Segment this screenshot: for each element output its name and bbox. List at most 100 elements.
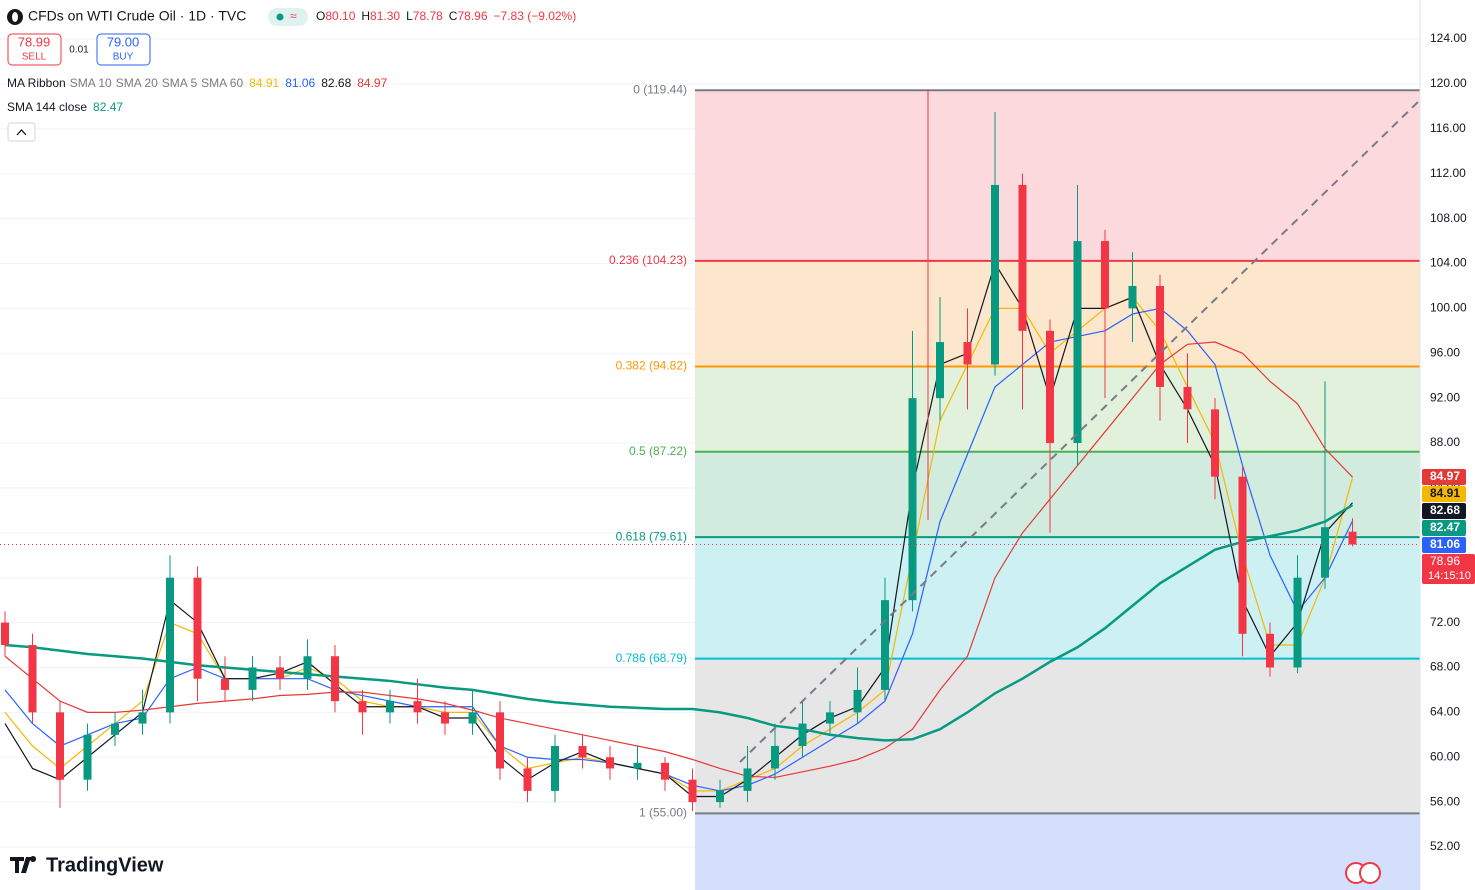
sell-button[interactable] [7, 33, 62, 66]
moving-average [4, 341, 1353, 779]
ohlc-key: L [406, 9, 413, 23]
flag-icon[interactable] [1359, 862, 1381, 884]
price-tags: 84.97 84.91 82.68 82.47 81.06 78.96 14:15:10 [1422, 469, 1475, 585]
ohlc-change: −7.83 (−9.02%) [494, 9, 577, 23]
candle-body [193, 577, 202, 679]
candle-body [413, 701, 422, 713]
candle-body [1073, 241, 1082, 444]
y-tick-label: 52.00 [1430, 839, 1460, 853]
candle-body [551, 746, 559, 791]
candle-body [1293, 577, 1302, 668]
candle-body [1018, 184, 1027, 331]
candle-body [1266, 633, 1274, 668]
fib-zone [695, 90, 1420, 261]
y-tick-label: 116.00 [1430, 121, 1466, 135]
candle-body [523, 768, 532, 791]
candle-body [963, 342, 972, 365]
status-pill [268, 8, 308, 26]
y-tick-label: 112.00 [1430, 166, 1466, 180]
fib-label: 0 (119.44) [633, 82, 687, 96]
y-tick-label: 104.00 [1430, 256, 1467, 270]
symbol-logo-mark [12, 12, 18, 22]
candle-body [468, 712, 477, 724]
candle-body [56, 712, 64, 780]
candle-body [1, 622, 9, 646]
fib-label: 0.382 (94.82) [616, 359, 687, 373]
candle-body [633, 762, 642, 769]
candle-body [166, 577, 174, 713]
y-tick-label: 120.00 [1430, 76, 1467, 90]
legend-name: SMA 20 [116, 76, 158, 90]
legend-value: 81.06 [285, 76, 315, 90]
candle-body [303, 656, 312, 679]
fib-label: 0.618 (79.61) [616, 529, 687, 543]
price-tag [1422, 520, 1466, 537]
collapse-button[interactable] [7, 122, 36, 142]
candle-body [1046, 330, 1054, 444]
legend-value: 84.97 [357, 76, 387, 90]
candle-body [441, 712, 449, 724]
legend-value: 82.68 [321, 76, 351, 90]
price-tag [1422, 503, 1466, 520]
candle-body [138, 712, 147, 724]
sma-legend: SMA 144 close 82.47 [7, 100, 123, 114]
price-tag-label: 84.97 [1430, 469, 1460, 483]
y-tick-label: 68.00 [1430, 660, 1460, 674]
candle-body [661, 762, 669, 780]
status-dot [276, 13, 284, 21]
legend-name: SMA 60 [201, 76, 243, 90]
ohlc-key: O [316, 9, 325, 23]
candle-body [853, 689, 862, 713]
buy-button[interactable] [96, 33, 151, 66]
ohlc-key: H [361, 9, 370, 23]
current-price-label: 78.96 [1430, 554, 1460, 568]
y-tick-label: 96.00 [1430, 345, 1460, 359]
legend-name: SMA 144 close [7, 100, 87, 114]
collapse-icon[interactable] [16, 129, 27, 136]
price-tag [1422, 486, 1466, 503]
fib-label: 0.236 (104.23) [609, 253, 687, 267]
moving-average [4, 504, 1354, 742]
ohlc-value: 78.96 [457, 9, 487, 23]
sell-label[interactable]: SELL [22, 52, 47, 63]
candle-body [28, 645, 37, 713]
y-tick-label: 108.00 [1430, 211, 1467, 225]
y-tick-label: 60.00 [1430, 749, 1460, 763]
candle-body [83, 734, 92, 780]
price-tag-label: 82.47 [1430, 520, 1460, 534]
current-price-tag [1422, 554, 1475, 585]
legend-value: 84.91 [249, 76, 279, 90]
candle-body [1128, 285, 1137, 309]
y-tick-label: 88.00 [1430, 435, 1460, 449]
ohlc-legend: O80.10 H81.30 L78.78 C78.96 −7.83 (−9.02%) [316, 9, 576, 23]
candle-body [936, 342, 944, 399]
trend-line [739, 99, 1421, 763]
candle-body [331, 656, 339, 702]
candle-body [1183, 386, 1192, 410]
buy-label[interactable]: BUY [113, 52, 134, 63]
candle-body [1238, 476, 1247, 634]
candle-body [688, 779, 697, 803]
brand-logo [10, 856, 37, 873]
spread: 0.01 [69, 45, 89, 56]
sell-price[interactable]: 78.99 [18, 34, 51, 49]
candle-body [881, 600, 889, 690]
fib-zone [695, 260, 1420, 367]
legend-name: SMA 10 [70, 76, 112, 90]
candle-body [386, 701, 394, 713]
fib-label: 1 (55.00) [639, 806, 687, 820]
price-tag-label: 84.91 [1430, 486, 1460, 500]
y-tick-label: 64.00 [1430, 705, 1460, 719]
price-tag-label: 81.06 [1430, 537, 1460, 551]
y-tick-label: 56.00 [1430, 794, 1460, 808]
buy-price[interactable]: 79.00 [107, 34, 140, 49]
candle-body [1101, 241, 1109, 309]
y-tick-label: 72.00 [1430, 615, 1460, 629]
candle-body [908, 398, 917, 601]
fib-label: 0.5 (87.22) [629, 444, 687, 458]
fib-zone [695, 366, 1420, 452]
candle-body [771, 746, 779, 769]
fib-label: 0.786 (68.79) [616, 651, 687, 665]
